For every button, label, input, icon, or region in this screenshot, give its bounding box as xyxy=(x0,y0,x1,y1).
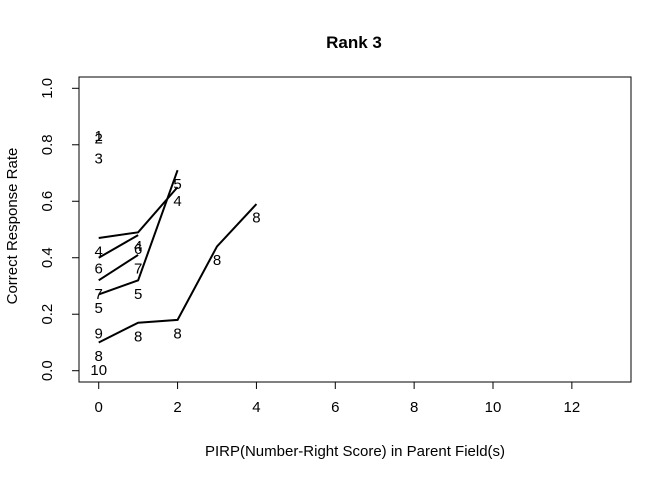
y-axis-label: Correct Response Rate xyxy=(4,148,21,305)
y-tick-label: 0.0 xyxy=(39,360,56,381)
point-label: 8 xyxy=(134,328,142,345)
point-label: 4 xyxy=(173,193,181,210)
x-tick-label: 12 xyxy=(564,399,581,416)
point-label: 5 xyxy=(134,286,142,303)
point-label: 7 xyxy=(95,286,103,303)
y-tick-label: 0.8 xyxy=(39,134,56,155)
y-tick-label: 0.2 xyxy=(39,304,56,325)
x-axis-label: PIRP(Number-Right Score) in Parent Field… xyxy=(205,443,505,460)
point-label: 8 xyxy=(173,325,181,342)
y-axis: 0.0 0.2 0.4 0.6 0.8 1.0 xyxy=(39,78,80,381)
series-line xyxy=(98,169,179,296)
point-label: 3 xyxy=(95,150,103,167)
y-tick-label: 0.4 xyxy=(39,247,56,268)
x-tick-label: 10 xyxy=(485,399,502,416)
series-line xyxy=(98,234,139,259)
chart-title: Rank 3 xyxy=(326,33,382,52)
point-label: 5 xyxy=(173,176,181,193)
point-label: 4 xyxy=(95,244,103,261)
point-label: 6 xyxy=(95,261,103,278)
point-label: 2 xyxy=(95,131,103,148)
x-tick-label: 0 xyxy=(95,399,103,416)
series-lines xyxy=(98,169,258,344)
point-label: 4 xyxy=(134,238,142,255)
point-label: 8 xyxy=(95,348,103,365)
point-label: 8 xyxy=(252,210,260,227)
y-tick-label: 0.6 xyxy=(39,191,56,212)
x-tick-label: 8 xyxy=(410,399,418,416)
series-line xyxy=(98,203,258,344)
point-label: 8 xyxy=(213,252,221,269)
x-axis: 0 2 4 6 8 10 12 xyxy=(95,381,581,416)
point-label: 9 xyxy=(95,325,103,342)
point-label: 5 xyxy=(95,300,103,317)
series-line xyxy=(98,186,179,239)
x-tick-label: 2 xyxy=(173,399,181,416)
series-line xyxy=(98,254,139,282)
y-tick-label: 1.0 xyxy=(39,78,56,99)
plot-frame xyxy=(78,76,632,383)
point-label: 6 xyxy=(134,241,142,258)
point-label: 10 xyxy=(90,362,107,379)
point-label: 7 xyxy=(134,261,142,278)
x-tick-label: 6 xyxy=(331,399,339,416)
x-tick-label: 4 xyxy=(252,399,260,416)
point-label: 1 xyxy=(95,128,103,145)
